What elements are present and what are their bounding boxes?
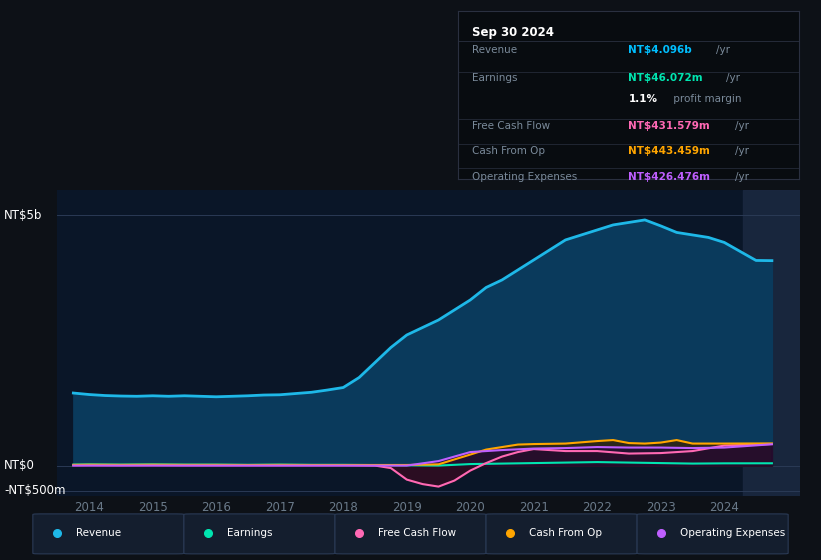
- Bar: [743, 190, 807, 496]
- Text: Cash From Op: Cash From Op: [529, 529, 602, 538]
- Text: /yr: /yr: [726, 73, 740, 82]
- Text: /yr: /yr: [735, 171, 749, 181]
- Text: Earnings: Earnings: [472, 73, 517, 82]
- Text: Revenue: Revenue: [472, 45, 517, 55]
- Text: Earnings: Earnings: [227, 529, 273, 538]
- FancyBboxPatch shape: [184, 514, 335, 554]
- Text: NT$46.072m: NT$46.072m: [629, 73, 703, 82]
- Text: /yr: /yr: [735, 147, 749, 156]
- Text: /yr: /yr: [735, 122, 749, 131]
- Text: 1.1%: 1.1%: [629, 94, 658, 104]
- Text: NT$426.476m: NT$426.476m: [629, 171, 710, 181]
- Text: Free Cash Flow: Free Cash Flow: [472, 122, 550, 131]
- Text: Free Cash Flow: Free Cash Flow: [378, 529, 456, 538]
- Text: Operating Expenses: Operating Expenses: [680, 529, 786, 538]
- Text: Operating Expenses: Operating Expenses: [472, 171, 577, 181]
- Text: NT$443.459m: NT$443.459m: [629, 147, 710, 156]
- Text: Revenue: Revenue: [76, 529, 121, 538]
- Text: -NT$500m: -NT$500m: [4, 484, 66, 497]
- Text: NT$0: NT$0: [4, 459, 35, 472]
- Text: /yr: /yr: [717, 45, 731, 55]
- FancyBboxPatch shape: [486, 514, 637, 554]
- FancyBboxPatch shape: [33, 514, 184, 554]
- Text: NT$431.579m: NT$431.579m: [629, 122, 710, 131]
- Text: NT$4.096b: NT$4.096b: [629, 45, 692, 55]
- FancyBboxPatch shape: [637, 514, 788, 554]
- Text: Sep 30 2024: Sep 30 2024: [472, 26, 553, 39]
- Text: Cash From Op: Cash From Op: [472, 147, 545, 156]
- FancyBboxPatch shape: [335, 514, 486, 554]
- Text: NT$5b: NT$5b: [4, 209, 43, 222]
- Text: profit margin: profit margin: [671, 94, 742, 104]
